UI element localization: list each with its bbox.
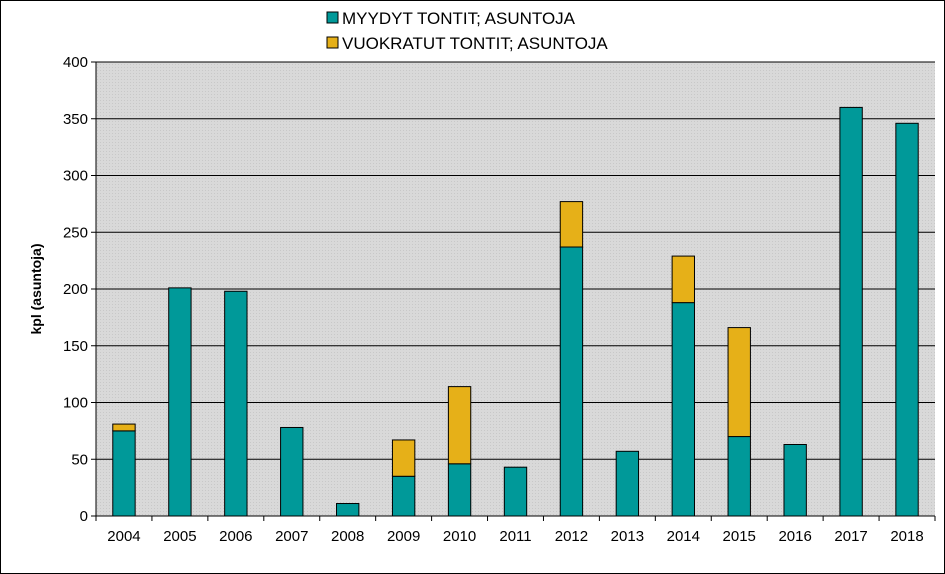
bar-myydyt bbox=[895, 122, 919, 517]
bar-vuokratut bbox=[447, 386, 472, 465]
bar-vuokratut bbox=[112, 423, 136, 432]
x-tick-label: 2011 bbox=[499, 528, 531, 545]
y-tick-label: 350 bbox=[63, 111, 88, 128]
bars bbox=[112, 106, 919, 517]
bar-myydyt bbox=[559, 246, 584, 517]
y-tick-label: 50 bbox=[71, 451, 88, 468]
x-tick-label: 2014 bbox=[667, 528, 700, 545]
x-tick-label: 2016 bbox=[778, 528, 811, 545]
x-tick-label: 2012 bbox=[555, 528, 588, 545]
y-tick-label: 100 bbox=[63, 395, 88, 412]
bar-myydyt bbox=[615, 450, 640, 517]
legend-swatch-myydyt bbox=[326, 11, 339, 24]
y-axis: 0 50 100 150 200 250 300 350 400 bbox=[63, 54, 97, 525]
x-tick-label: 2017 bbox=[834, 528, 867, 545]
bar-myydyt bbox=[112, 430, 136, 517]
x-tick-label: 2004 bbox=[107, 528, 140, 545]
bar-vuokratut bbox=[671, 255, 695, 304]
bar-myydyt bbox=[336, 503, 360, 517]
bar-vuokratut bbox=[559, 201, 584, 248]
x-tick-label: 2005 bbox=[163, 528, 196, 545]
bar-myydyt bbox=[671, 302, 695, 517]
legend-label-vuokratut: VUOKRATUT TONTIT; ASUNTOJA bbox=[342, 34, 608, 53]
y-tick-label: 300 bbox=[63, 168, 88, 185]
y-tick-label: 250 bbox=[63, 224, 88, 241]
bar-myydyt bbox=[391, 475, 416, 517]
legend-label-myydyt: MYYDYT TONTIT; ASUNTOJA bbox=[342, 9, 576, 28]
bar-myydyt bbox=[727, 436, 751, 517]
bar-myydyt bbox=[224, 290, 248, 517]
x-tick-label: 2013 bbox=[611, 528, 644, 545]
legend-swatch-vuokratut bbox=[326, 36, 339, 49]
bar-myydyt bbox=[839, 106, 863, 517]
bar-myydyt bbox=[168, 287, 192, 517]
x-axis: 2004 2005 2006 2007 2008 2009 2010 2011 2012 2013… bbox=[95, 515, 936, 545]
y-tick-label: 150 bbox=[63, 338, 88, 355]
y-tick-label: 400 bbox=[63, 54, 88, 71]
legend-item-vuokratut: VUOKRATUT TONTIT; ASUNTOJA bbox=[326, 34, 608, 53]
bar-myydyt bbox=[280, 426, 304, 517]
y-tick-label: 200 bbox=[63, 281, 88, 298]
legend: MYYDYT TONTIT; ASUNTOJA VUOKRATUT TONTIT… bbox=[326, 9, 608, 53]
x-tick-label: 2018 bbox=[890, 528, 923, 545]
x-tick-label: 2006 bbox=[219, 528, 252, 545]
legend-item-myydyt: MYYDYT TONTIT; ASUNTOJA bbox=[326, 9, 576, 28]
x-tick-label: 2007 bbox=[275, 528, 308, 545]
x-tick-label: 2015 bbox=[723, 528, 756, 545]
x-tick-label: 2008 bbox=[331, 528, 364, 545]
bar-myydyt bbox=[783, 443, 807, 517]
x-tick-label: 2009 bbox=[387, 528, 420, 545]
bar-vuokratut bbox=[391, 439, 416, 477]
bar-myydyt bbox=[503, 466, 528, 517]
y-tick-label: 0 bbox=[80, 508, 88, 525]
x-tick-label: 2010 bbox=[443, 528, 476, 545]
bar-vuokratut bbox=[727, 327, 751, 438]
y-axis-title: kpl (asuntoja) bbox=[28, 243, 44, 334]
bar-myydyt bbox=[447, 463, 472, 517]
